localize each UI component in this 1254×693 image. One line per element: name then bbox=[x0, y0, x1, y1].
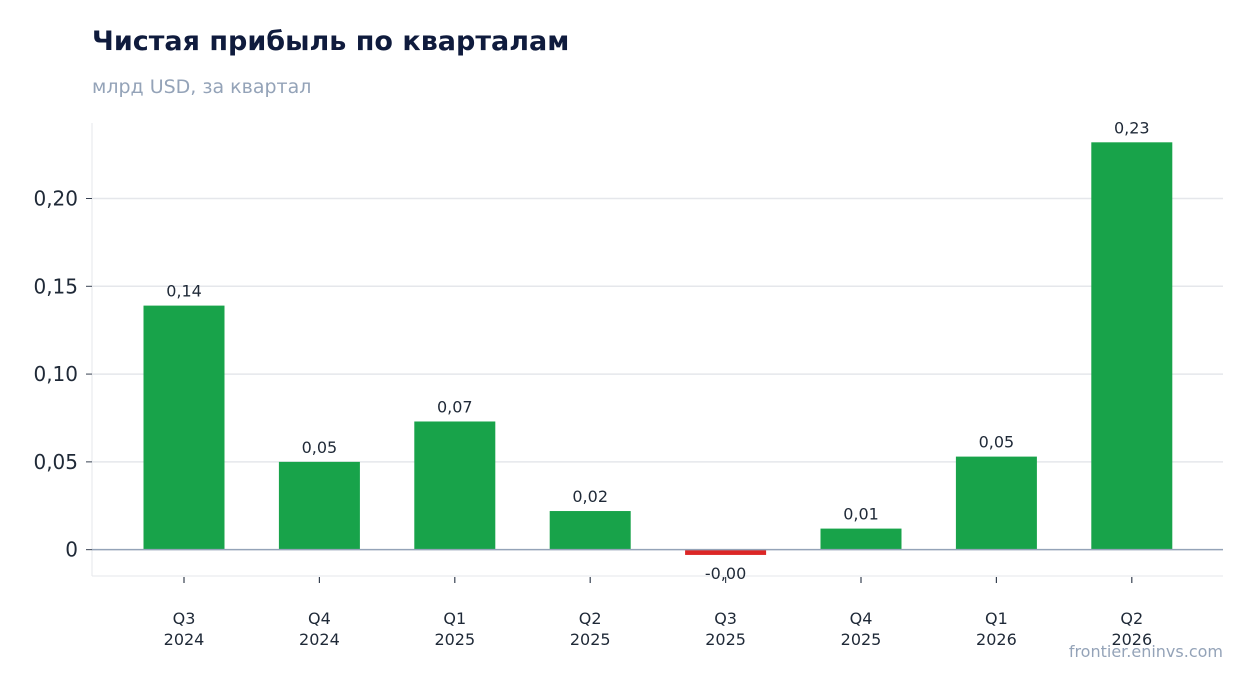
data-label: 0,23 bbox=[1114, 118, 1150, 137]
y-tick-label: 0,20 bbox=[33, 187, 78, 211]
x-tick-label: Q1 2026 bbox=[976, 609, 1017, 649]
bar bbox=[414, 421, 496, 550]
bar bbox=[278, 461, 360, 550]
axes: 0 0,05 0,10 0,15 0,20 Q3 2024 Q4 2024 Q1 2025 Q2 202… bbox=[33, 123, 1223, 649]
data-label: 0,05 bbox=[302, 438, 338, 457]
data-label: 0,07 bbox=[437, 397, 473, 416]
x-tick-label: Q1 2025 bbox=[434, 609, 475, 649]
bar bbox=[143, 305, 225, 550]
source-watermark: frontier.eninvs.com bbox=[1068, 642, 1223, 661]
y-tick-label: 0,10 bbox=[33, 362, 78, 386]
chart-subtitle: млрд USD, за квартал bbox=[92, 76, 312, 98]
chart-title: Чистая прибыль по кварталам bbox=[92, 26, 570, 57]
x-tick-label: Q4 2024 bbox=[299, 609, 340, 649]
x-tick-label: Q4 2025 bbox=[841, 609, 882, 649]
data-label: 0,01 bbox=[843, 505, 879, 524]
bar bbox=[1091, 142, 1173, 550]
bar bbox=[820, 528, 902, 550]
x-tick-label: Q3 2025 bbox=[705, 609, 746, 649]
bar bbox=[549, 511, 631, 550]
x-tick-label: Q2 2026 bbox=[1111, 609, 1152, 649]
y-tick-label: 0,15 bbox=[33, 274, 78, 298]
x-tick-label: Q2 2025 bbox=[570, 609, 611, 649]
data-label: -0,00 bbox=[705, 564, 746, 583]
bars bbox=[92, 142, 1223, 555]
x-tick-label: Q3 2024 bbox=[164, 609, 205, 649]
data-labels: 0,14 0,05 0,07 0,02 -0,00 0,01 0,05 0,23 bbox=[166, 118, 1149, 583]
data-label: 0,02 bbox=[572, 487, 608, 506]
bar bbox=[955, 456, 1037, 550]
data-label: 0,05 bbox=[979, 433, 1015, 452]
bar bbox=[685, 549, 767, 555]
grid-lines bbox=[92, 197, 1223, 463]
data-label: 0,14 bbox=[166, 282, 202, 301]
y-tick-label: 0 bbox=[65, 538, 78, 562]
y-tick-label: 0,05 bbox=[33, 450, 78, 474]
